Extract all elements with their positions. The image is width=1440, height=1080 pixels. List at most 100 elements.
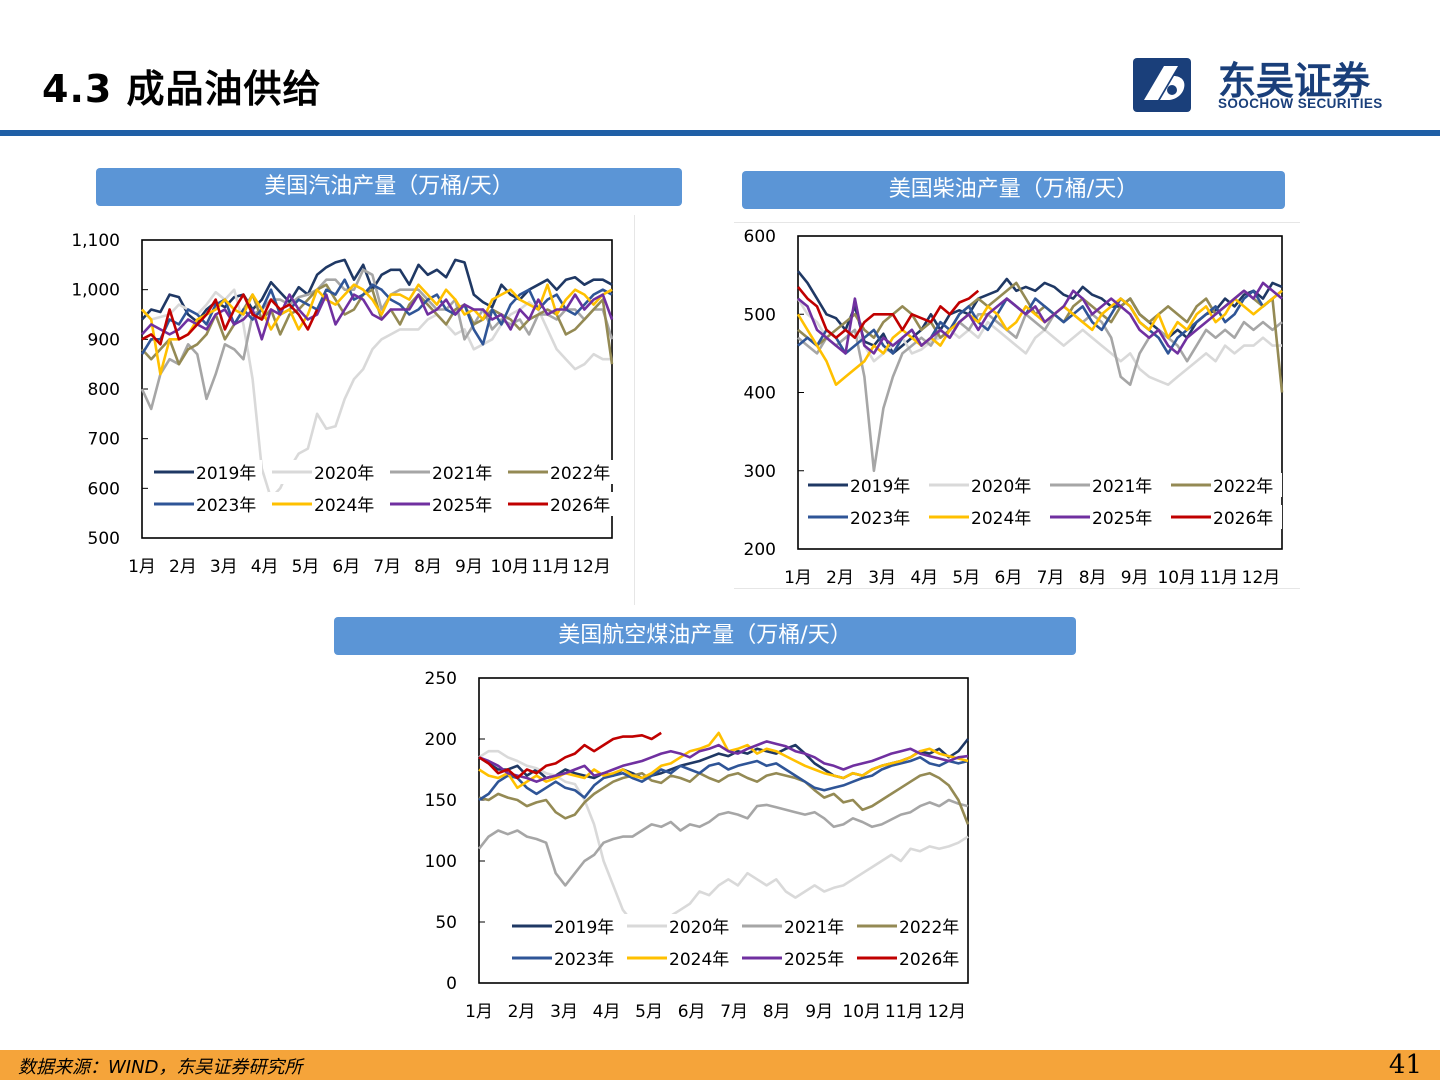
series-line-2021年 [797,305,1283,473]
legend-item: 2019年 [150,460,262,484]
legend-item: 2020年 [925,473,1040,497]
series-line-2025年 [478,740,969,783]
legend-item: 2026年 [504,492,616,516]
legend-label: 2021年 [784,918,844,938]
legend-item: 2022年 [1167,473,1282,497]
legend-item: 2022年 [504,460,616,484]
x-tick-label: 10月 [842,1002,881,1022]
series-line-2025年 [797,281,1283,355]
legend-item: 2020年 [623,914,732,938]
y-tick-label: 200 [425,730,457,750]
legend-item: 2024年 [623,946,732,970]
legend-label: 2022年 [1213,477,1273,497]
y-tick-label: 0 [446,974,457,994]
legend-label: 2025年 [784,950,844,970]
series-line-2021年 [477,798,969,887]
y-tick-label: 400 [744,384,776,404]
jetfuel-chart: 0 50 100 150 200 250 1月 2月 3月 4月 5月 6月 7月 8月 9月 10月 11月 1… [400,660,1000,1040]
legend-item: 2026年 [1167,505,1282,529]
x-tick-label: 11月 [885,1002,924,1022]
legend-label: 2025年 [432,496,492,516]
series-line-2023年 [478,756,969,802]
legend-label: 2024年 [971,509,1031,529]
legend-label: 2023年 [554,950,614,970]
gasoline-chart-title: 美国汽油产量（万桶/天） [96,168,682,206]
footer-source: 数据来源：WIND，东吴证券研究所 [18,1057,303,1078]
divider [634,215,635,605]
legend-item: 2024年 [268,492,380,516]
diesel-chart-svg: 200 300 400 500 600 1月 2月 3月 4月 5月 6月 7月 8月 9月 10月 11月 1… [744,227,1284,588]
series-line-2019年 [478,738,970,780]
x-tick-label: 7月 [1037,568,1065,588]
legend-label: 2019年 [554,918,614,938]
legend-item: 2021年 [1046,473,1161,497]
x-tick-label: 5月 [292,557,320,577]
x-tick-label: 1月 [465,1002,493,1022]
x-tick-label: 1月 [784,568,812,588]
y-tick-label: 1,100 [71,231,120,251]
y-tick-label: 700 [88,430,120,450]
x-tick-label: 7月 [720,1002,748,1022]
legend-label: 2024年 [669,950,729,970]
legend-item: 2025年 [738,946,847,970]
x-tick-label: 6月 [678,1002,706,1022]
y-tick-label: 500 [744,305,776,325]
series-line-2020年 [796,297,1282,386]
x-tick-label: 8月 [1079,568,1107,588]
y-tick-label: 50 [435,913,457,933]
x-tick-label: 4月 [251,557,279,577]
legend-item: 2019年 [508,914,617,938]
series-line-2023年 [797,289,1283,355]
x-tick-label: 2月 [508,1002,536,1022]
x-tick-label: 10月 [1157,568,1196,588]
legend-item: 2023年 [804,505,919,529]
logo-mark-icon [1133,58,1191,112]
logo-name-en: SOOCHOW SECURITIES [1218,96,1383,111]
legend-item: 2026年 [853,946,962,970]
legend-label: 2021年 [432,464,492,484]
y-tick-label: 600 [88,479,120,499]
jetfuel-chart-svg: 0 50 100 150 200 250 1月 2月 3月 4月 5月 6月 7月 8月 9月 10月 11月 1… [425,669,970,1022]
x-tick-label: 12月 [927,1002,966,1022]
y-tick-label: 250 [425,669,457,689]
legend-item: 2020年 [268,460,380,484]
legend-label: 2022年 [899,918,959,938]
diesel-chart-title: 美国柴油产量（万桶/天） [742,171,1285,209]
x-tick-label: 8月 [763,1002,791,1022]
legend-label: 2024年 [314,496,374,516]
x-tick-label: 2月 [826,568,854,588]
x-tick-label: 7月 [373,557,401,577]
legend-label: 2023年 [850,509,910,529]
jetfuel-chart-title: 美国航空煤油产量（万桶/天） [334,617,1076,655]
x-tick-label: 6月 [332,557,360,577]
y-tick-label: 200 [744,540,776,560]
x-tick-label: 2月 [169,557,197,577]
y-tick-label: 900 [88,330,120,350]
series-line-2022年 [797,281,1284,393]
x-tick-label: 11月 [1200,568,1239,588]
series-line-2023年 [140,278,613,355]
legend-label: 2023年 [196,496,256,516]
legend-item: 2024年 [925,505,1040,529]
legend-label: 2025年 [1092,509,1152,529]
series-line-2026年 [796,286,980,339]
y-tick-label: 800 [88,380,120,400]
x-tick-label: 6月 [995,568,1023,588]
y-tick-label: 600 [744,227,776,247]
x-tick-label: 9月 [805,1002,833,1022]
x-tick-label: 12月 [572,557,611,577]
x-tick-label: 3月 [210,557,238,577]
legend-item: 2022年 [853,914,962,938]
y-tick-label: 500 [88,529,120,549]
series-line-2026年 [478,731,662,780]
company-logo: 东吴证券 SOOCHOW SECURITIES [1130,52,1410,116]
x-tick-label: 1月 [128,557,156,577]
gasoline-chart: 500 600 700 800 900 1,000 1,100 1月 2月 3月 4月 5月 6月 7月 8… [60,220,630,600]
legend-label: 2019年 [850,477,910,497]
y-tick-label: 1,000 [71,281,120,301]
legend-item: 2025年 [386,492,498,516]
x-tick-label: 11月 [531,557,570,577]
legend-item: 2023年 [508,946,617,970]
x-tick-label: 4月 [593,1002,621,1022]
legend-label: 2020年 [314,464,374,484]
